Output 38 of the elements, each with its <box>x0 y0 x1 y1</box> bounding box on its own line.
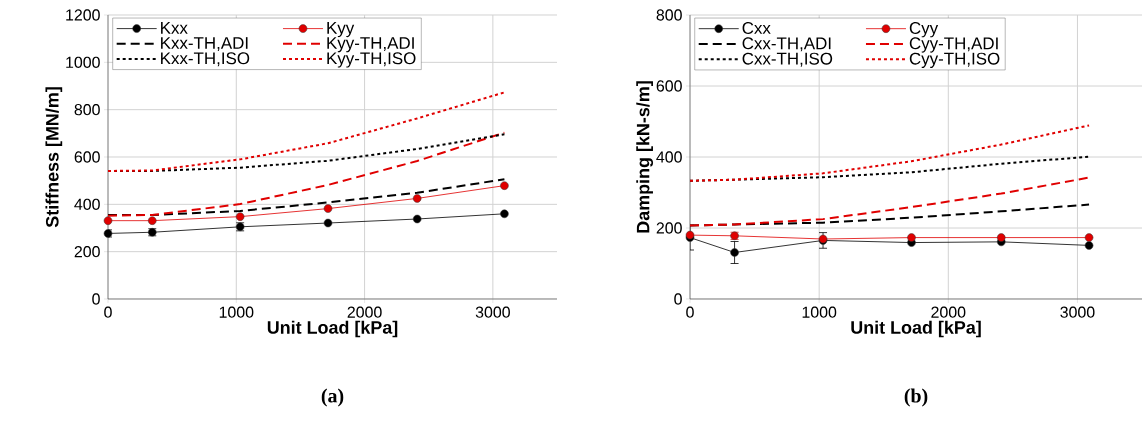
legend-label: Cxx-TH,ISO <box>742 52 833 67</box>
y-tick-label: 600 <box>656 80 682 92</box>
y-axis-title: Stiffness [MN/m] <box>45 87 63 228</box>
text: (b) <box>904 388 928 407</box>
y-tick-label: 800 <box>656 9 682 21</box>
y-tick-label: 200 <box>656 222 682 234</box>
y-tick-label: 400 <box>74 198 100 210</box>
legend-label: Cxx <box>742 22 771 35</box>
y-tick-label: 1000 <box>66 56 100 68</box>
y-axis-title: Damping [kN-s/m] <box>636 81 654 233</box>
legend-label: Kyy-TH,ISO <box>327 52 416 68</box>
x-tick-label: 3000 <box>1060 306 1095 318</box>
y-tick-label: 1200 <box>66 9 100 21</box>
legend-label: Cyy <box>909 22 939 38</box>
x-tick-label: 1000 <box>802 306 837 318</box>
x-tick-label: 2000 <box>931 306 966 318</box>
x-tick-label: 3000 <box>475 306 510 318</box>
legend-label: Kyy-TH,ADI <box>327 37 414 53</box>
x-tick-label: 0 <box>686 306 694 318</box>
x-tick-label: 1000 <box>219 306 254 318</box>
y-tick-label: 0 <box>92 293 100 305</box>
legend-label: Kxx-TH,ISO <box>161 52 250 67</box>
legend-label: Cxx-TH,ADI <box>742 37 831 52</box>
legend-label: Cyy-TH,ISO <box>909 52 1000 68</box>
text: (a) <box>321 388 344 407</box>
legend-label: Kxx-TH,ADI <box>161 37 248 51</box>
x-axis-title: Unit Load [kPa] <box>851 320 981 338</box>
x-tick-label: 2000 <box>347 306 382 318</box>
legend-label: Kyy <box>327 22 355 38</box>
y-tick-label: 400 <box>656 151 682 163</box>
x-axis-title: Unit Load [kPa] <box>267 320 398 338</box>
y-tick-label: 200 <box>74 246 100 258</box>
legend-label: Kxx <box>161 22 188 34</box>
y-tick-label: 0 <box>674 293 682 305</box>
legend-label: Cyy-TH,ADI <box>909 37 998 53</box>
x-tick-label: 0 <box>104 306 112 318</box>
y-tick-label: 600 <box>74 151 100 163</box>
y-tick-label: 800 <box>74 104 100 116</box>
